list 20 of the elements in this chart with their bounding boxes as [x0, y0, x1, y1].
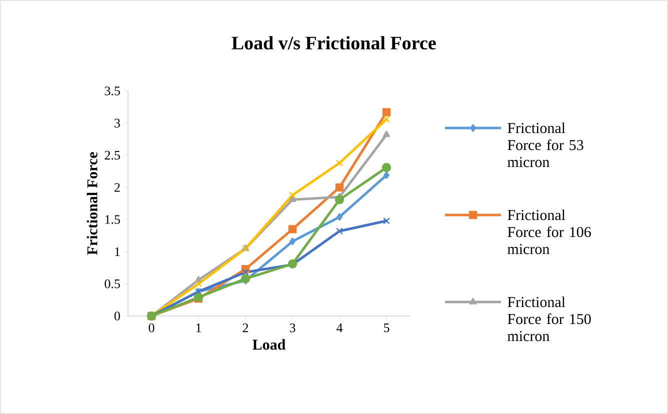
x-tick-label: 3 — [290, 324, 296, 332]
y-tick-label: 1 — [115, 247, 120, 256]
y-axis-title: Frictional Force — [86, 152, 98, 255]
x-axis-title: Load — [252, 339, 286, 350]
y-tick-label: 2 — [114, 183, 120, 192]
legend-label: Frictional Force for 150 micron — [508, 296, 591, 342]
y-tick-label: 3.5 — [104, 86, 120, 96]
y-tick-label: 2.5 — [104, 150, 120, 160]
legend-label: Frictional Force for 106 micron — [508, 210, 591, 254]
legend-label: Frictional Force for 53 micron — [508, 122, 584, 168]
chart-title: Load v/s Frictional Force — [232, 36, 436, 50]
x-tick-label: 1 — [196, 324, 201, 332]
y-tick-label: 3 — [114, 118, 120, 128]
x-tick-label: 4 — [336, 324, 343, 332]
y-tick-label: 0.5 — [104, 279, 120, 288]
x-tick-label: 0 — [148, 324, 154, 332]
y-tick-label: 1.5 — [105, 215, 120, 224]
x-tick-label: 2 — [242, 324, 248, 332]
x-tick-label: 5 — [384, 324, 390, 332]
y-tick-label: 0 — [114, 312, 120, 320]
